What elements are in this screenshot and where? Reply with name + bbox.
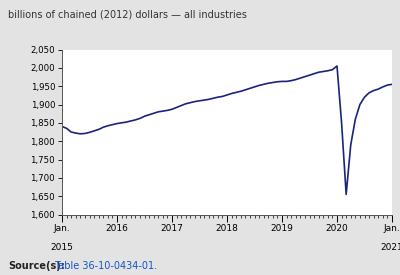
Text: 2015: 2015 bbox=[50, 243, 74, 252]
Text: billions of chained (2012) dollars — all industries: billions of chained (2012) dollars — all… bbox=[8, 10, 247, 20]
Text: Source(s):: Source(s): bbox=[8, 261, 65, 271]
Text: 2021: 2021 bbox=[381, 243, 400, 252]
Text: Table 36-10-0434-01.: Table 36-10-0434-01. bbox=[54, 261, 157, 271]
